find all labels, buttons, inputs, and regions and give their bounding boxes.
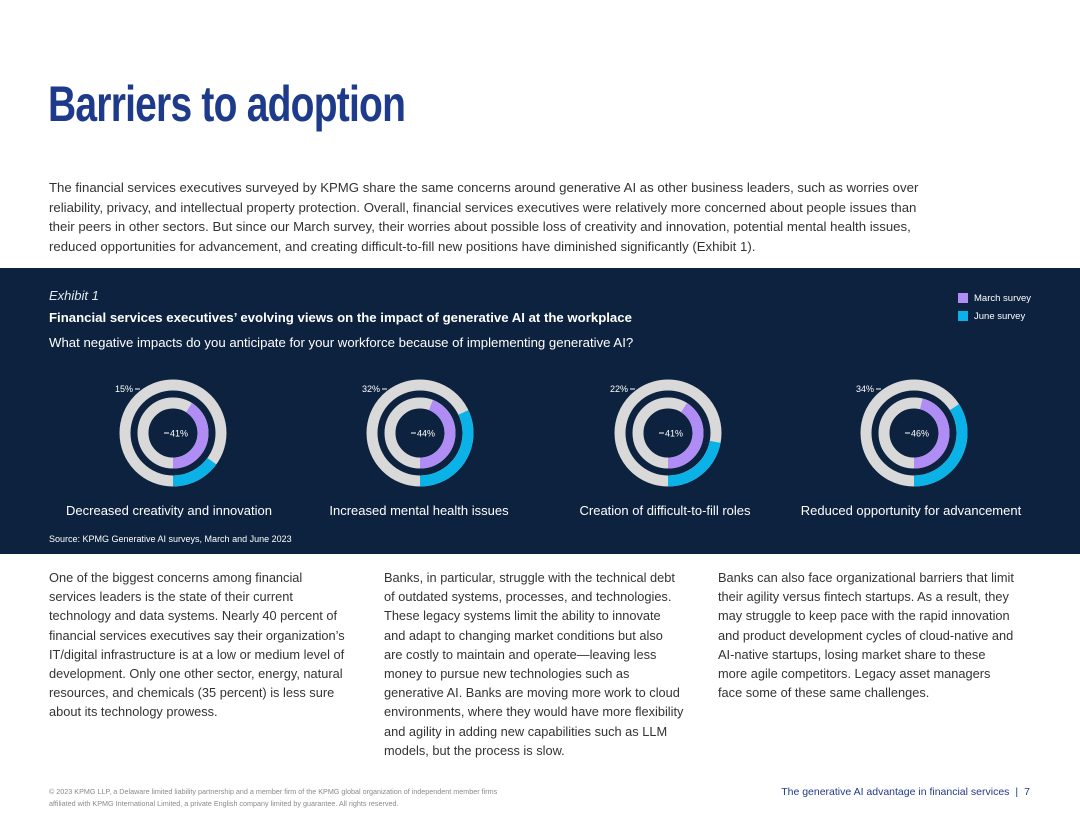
body-column-1: One of the biggest concerns among financ… xyxy=(49,570,345,720)
donut-4-june-label: 34% xyxy=(856,384,874,394)
category-label-1: Decreased creativity and innovation xyxy=(66,503,272,518)
legend-item-march: March survey xyxy=(958,289,1031,307)
category-label-4: Reduced opportunity for advancement xyxy=(800,503,1022,518)
donut-2-march-label: 44% xyxy=(417,429,435,439)
donut-1-march-arc xyxy=(137,397,209,469)
donut-4-june-arc xyxy=(860,379,968,487)
exhibit-title: Financial services executives’ evolving … xyxy=(49,310,632,325)
copyright-notice: © 2023 KPMG LLP, a Delaware limited liab… xyxy=(49,787,498,808)
chart-legend: March survey June survey xyxy=(958,289,1031,325)
footer-doc-info: The generative AI advantage in financial… xyxy=(781,786,1030,798)
category-label-2: Increased mental health issues xyxy=(329,503,509,518)
legend-label-june: June survey xyxy=(974,310,1026,322)
intro-paragraph: The financial services executives survey… xyxy=(49,180,919,254)
donut-2-june-arc xyxy=(366,379,474,487)
donut-3-june-arc xyxy=(614,379,722,487)
donut-3-march-arc xyxy=(632,397,704,469)
legend-label-march: March survey xyxy=(974,292,1032,304)
donut-4-march-label: 46% xyxy=(911,429,929,439)
footer-separator: | xyxy=(1015,786,1019,798)
page-number: 7 xyxy=(1024,786,1030,798)
donut-1-march-label: 41% xyxy=(170,429,188,439)
donut-2-june-label: 32% xyxy=(362,384,380,394)
legend-swatch-june xyxy=(958,311,968,321)
body-column-3: Banks can also face organizational barri… xyxy=(718,570,1014,701)
category-label-3: Creation of difficult-to-fill roles xyxy=(579,503,751,518)
donut-1-june-arc xyxy=(119,379,227,487)
donut-4-march-arc xyxy=(878,397,950,469)
donut-3-june-label: 22% xyxy=(610,384,628,394)
donut-charts: 41% 15% 44% 32% 41% 22% 46% 34% xyxy=(115,379,968,487)
donut-2-march-arc xyxy=(384,397,456,469)
exhibit-label: Exhibit 1 xyxy=(49,288,99,303)
donut-3-march-label: 41% xyxy=(665,429,683,439)
legend-item-june: June survey xyxy=(958,307,1031,325)
exhibit-panel: Exhibit 1 Financial services executives’… xyxy=(0,268,1080,554)
donut-1-june-label: 15% xyxy=(115,384,133,394)
footer-doc-title: The generative AI advantage in financial… xyxy=(781,786,1010,798)
body-column-2: Banks, in particular, struggle with the … xyxy=(384,570,684,758)
exhibit-question: What negative impacts do you anticipate … xyxy=(49,335,634,350)
exhibit-source: Source: KPMG Generative AI surveys, Marc… xyxy=(49,534,292,544)
page-title: Barriers to adoption xyxy=(48,76,406,132)
legend-swatch-march xyxy=(958,293,968,303)
